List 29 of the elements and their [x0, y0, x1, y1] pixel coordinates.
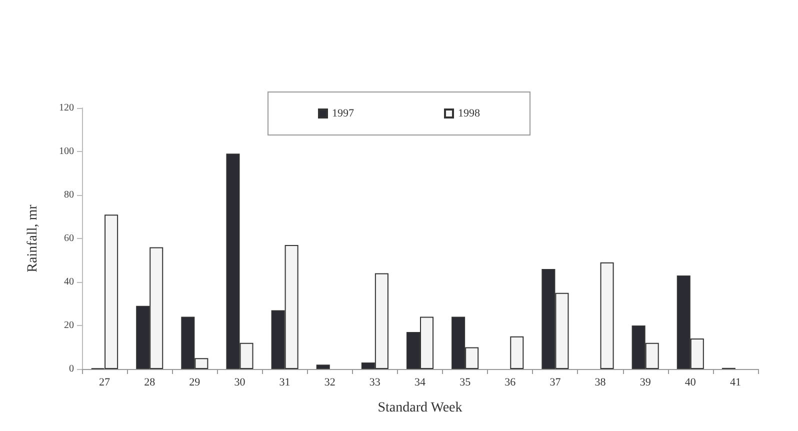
x-tick-label: 37	[550, 376, 562, 388]
x-tick-label: 35	[460, 376, 472, 388]
x-axis-title: Standard Week	[378, 400, 462, 416]
y-tick-label: 40	[64, 276, 74, 288]
y-tick-label: 20	[64, 320, 74, 331]
x-tick-label: 31	[279, 376, 290, 388]
y-tick-label: 80	[64, 190, 74, 200]
x-tick-label: 41	[730, 376, 741, 388]
y-tick-label: 60	[64, 233, 74, 244]
x-tick-label: 29	[189, 376, 201, 388]
bar	[510, 336, 524, 369]
bar	[600, 262, 614, 369]
x-tick-label: 33	[369, 376, 381, 388]
x-tick-label: 38	[594, 376, 606, 388]
y-tick-label: 120	[59, 102, 74, 114]
x-tick-label: 39	[640, 376, 652, 388]
legend-label: 1998	[458, 108, 480, 120]
x-tick-label: 34	[414, 376, 426, 388]
y-axis-title: Rainfall, mr	[26, 204, 40, 272]
y-tick-label: 100	[59, 146, 74, 157]
x-tick-label: 36	[504, 376, 516, 388]
x-tick-label: 30	[234, 376, 246, 388]
y-tick-label: 0	[69, 364, 74, 374]
x-tick-label: 27	[99, 376, 111, 388]
x-tick-label: 40	[684, 376, 696, 388]
bar	[316, 364, 330, 369]
legend-label: 1997	[332, 108, 354, 120]
x-tick-label: 28	[144, 376, 156, 388]
x-tick-label: 32	[324, 376, 336, 388]
